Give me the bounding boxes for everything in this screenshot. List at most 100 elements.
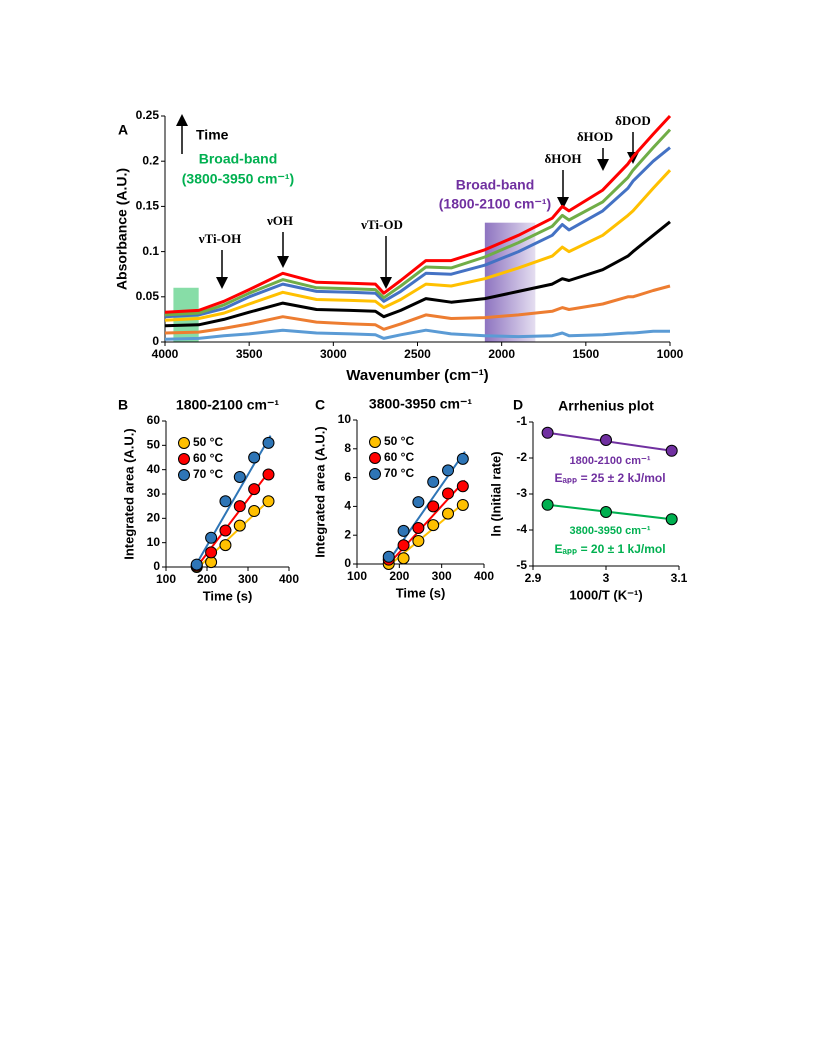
panel-label: C [315,397,325,413]
point [456,452,469,465]
legend-marker [369,468,381,480]
panel: B 1800-2100 cm⁻¹ Time (s) Integrated area (… [118,397,299,604]
panel-label: B [118,397,128,413]
x-axis-title: 1000/T (K⁻¹) [569,587,642,602]
y-tick-label: 10 [338,412,352,426]
point [442,464,455,477]
point [219,524,232,537]
y-tick-label: 20 [147,511,161,525]
point [427,500,440,513]
panel: C 3800-3950 cm⁻¹ Time (s) Integrated area (… [312,396,494,601]
point [219,539,232,552]
point [262,468,275,481]
x-tick-label: 4000 [152,347,179,361]
legend-label: 60 °C [384,450,414,464]
annotation: δDOD [615,113,651,128]
point [412,522,425,534]
point [427,519,440,532]
y-tick-label: 60 [147,413,161,427]
x-tick-label: 300 [238,572,258,586]
annotation: Time [196,127,229,143]
annotation: δHOH [544,151,581,166]
y-tick-label: 0 [153,559,160,573]
point [442,507,455,520]
annotation: νTi-OD [360,217,403,232]
spectrum-line [164,114,672,314]
y-tick-label: 6 [344,470,351,484]
x-tick-label: 400 [474,569,494,583]
annotation: 1800-2100 cm⁻¹ [569,455,650,467]
annotation: (1800-2100 cm⁻¹) [439,196,551,212]
legend-label: 70 °C [193,467,223,481]
point [205,546,218,559]
x-tick-label: 2.9 [525,571,542,585]
annotation: Eₐₚₚ = 20 ± 1 kJ/mol [554,542,665,556]
point [248,483,261,496]
point [600,434,612,446]
annotation: νOH [266,213,293,228]
annotation: Broad-band [199,151,278,167]
point [233,470,246,483]
point [397,552,410,565]
point [233,519,246,532]
panel-title: 1800-2100 cm⁻¹ [176,397,279,413]
point [382,550,395,563]
point [412,496,425,509]
y-tick-label: 0 [344,556,351,570]
x-tick-label: 200 [197,572,217,586]
annotation: Eₐₚₚ = 25 ± 2 kJ/mol [554,471,665,485]
point [665,444,678,457]
spectrum-line [164,284,671,335]
y-tick-label: -2 [516,450,527,464]
point [665,513,678,526]
point [190,558,203,571]
x-tick-label: 3 [603,571,610,585]
annotation: (3800-3950 cm⁻¹) [182,171,294,187]
point [397,524,410,537]
x-tick-label: 3500 [236,347,263,361]
point [456,498,469,511]
y-tick-label: 40 [147,462,161,476]
point [233,500,246,513]
legend-marker [178,437,190,449]
annotation: νTi-OH [198,231,241,246]
annotation: 3800-3950 cm⁻¹ [569,525,650,537]
annotation: δHOD [577,129,613,144]
spectrum-line [164,328,670,341]
y-tick-label: -4 [516,522,527,536]
y-axis-title: Integrated area (A.U.) [312,426,327,557]
y-tick-label: 2 [344,527,351,541]
y-tick-label: 8 [344,441,351,455]
panel: D Arrhenius plot 1000/T (K⁻¹) ln (Initial r… [488,397,687,603]
legend-label: 50 °C [384,434,414,448]
y-tick-label: -3 [516,486,527,500]
y-tick-label: 0.15 [136,199,160,213]
point [262,495,275,508]
x-axis-title: Time (s) [203,588,253,603]
point [412,534,425,547]
y-tick-label: 30 [147,486,161,500]
arrows [176,114,639,289]
x-tick-label: 3000 [320,347,347,361]
y-tick-label: 0 [152,334,159,348]
legend-marker [178,469,190,481]
y-tick-label: -1 [516,414,527,428]
x-tick-label: 1000 [657,347,684,361]
panel-title: 3800-3950 cm⁻¹ [369,396,472,412]
point [541,498,554,511]
y-tick-label: 50 [147,438,161,452]
y-tick-label: 4 [344,499,351,513]
point [600,506,612,518]
x-axis-title: Wavenumber (cm⁻¹) [346,367,488,384]
x-tick-label: 200 [389,569,409,583]
x-axis-title: Time (s) [396,585,446,600]
point [205,531,218,544]
point [427,475,440,488]
y-axis-title: ln (Initial rate) [488,451,503,536]
legend-marker [178,453,190,465]
legend-marker [369,436,381,448]
x-tick-label: 100 [347,569,367,583]
panel-title: Arrhenius plot [558,398,654,414]
spectrum-line [164,146,671,319]
